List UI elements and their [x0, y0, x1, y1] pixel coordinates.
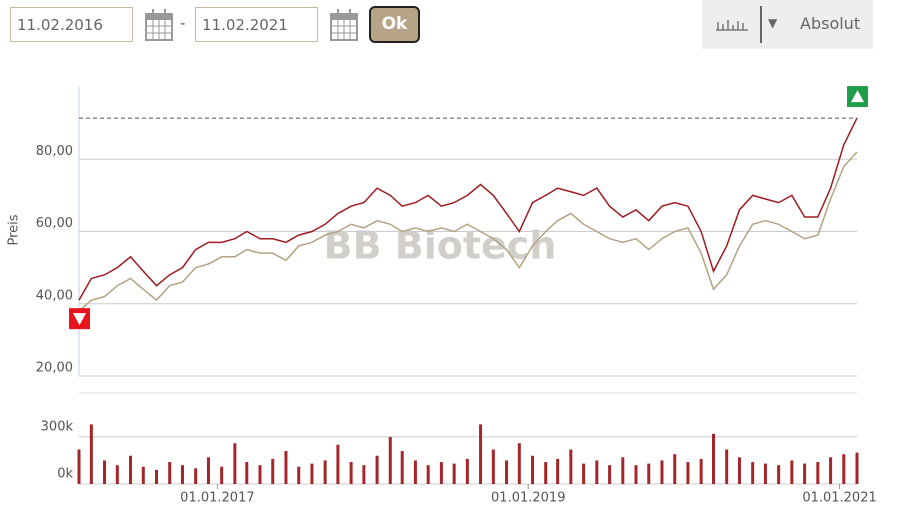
volume-bar	[711, 433, 715, 484]
volume-bar	[608, 465, 612, 484]
volume-bar	[777, 465, 781, 484]
volume-bar	[180, 465, 184, 484]
volume-bar	[271, 458, 275, 484]
volume-bar	[751, 462, 755, 484]
watermark: BB Biotech	[324, 224, 557, 268]
volume-bar	[220, 466, 224, 484]
volume-bar	[206, 457, 210, 484]
volume-bar	[595, 460, 599, 484]
volume-bar	[452, 463, 456, 484]
x-tick-label: 01.01.2021	[802, 491, 876, 506]
volume-bar	[544, 462, 548, 484]
date-from-input[interactable]: 11.02.2016	[10, 7, 133, 42]
volume-bar	[737, 457, 741, 484]
volume-bar	[103, 460, 107, 484]
volume-bar	[115, 465, 119, 484]
volume-bar	[465, 458, 469, 484]
separator: -	[180, 14, 186, 32]
volume-bar	[479, 424, 483, 484]
volume-bar	[362, 465, 366, 484]
date-to-input[interactable]: 11.02.2021	[195, 7, 318, 42]
volume-bar	[660, 460, 664, 484]
volume-bar	[141, 466, 145, 484]
volume-bar	[375, 455, 379, 484]
volume-bar	[233, 443, 237, 484]
volume-bar	[297, 466, 301, 484]
toolbar: ▼ Absolut	[702, 0, 873, 49]
volume-bar	[245, 462, 249, 484]
volume-bar	[284, 451, 288, 484]
volume-bar	[129, 455, 133, 484]
y-tick-label: 300k	[41, 419, 74, 434]
volume-bar	[621, 457, 625, 484]
y-tick-label: 80,00	[36, 144, 73, 159]
volume-bar	[829, 457, 833, 484]
volume-bar	[323, 460, 327, 484]
volume-bar	[531, 455, 535, 484]
volume-bar	[686, 462, 690, 484]
volume-bar	[803, 463, 807, 484]
volume-bar	[413, 460, 417, 484]
volume-bar	[310, 463, 314, 484]
divider	[760, 6, 762, 43]
ok-button[interactable]: Ok	[369, 6, 420, 43]
volume-bar	[763, 463, 767, 484]
volume-bar	[77, 449, 81, 484]
volume-bar	[400, 451, 404, 484]
volume-bar	[439, 462, 443, 484]
volume-bar	[194, 468, 198, 484]
volume-bar	[816, 462, 820, 484]
volume-bar	[336, 444, 340, 484]
y-tick-label: 40,00	[36, 288, 73, 303]
price-line	[78, 117, 858, 301]
volume-bar	[155, 469, 159, 484]
y-tick-label: 0k	[57, 467, 73, 482]
dropdown-arrow[interactable]: ▼	[768, 16, 778, 30]
volume-bar	[582, 463, 586, 484]
volume-bar	[89, 424, 93, 484]
volume-bar	[842, 454, 846, 484]
volume-bar	[349, 462, 353, 484]
x-tick-label: 01.01.2019	[491, 491, 565, 506]
y-tick-label: 20,00	[36, 361, 73, 376]
y-axis-label: Preis	[7, 214, 22, 245]
mode-select[interactable]: Absolut	[800, 14, 861, 33]
volume-bar	[505, 460, 509, 484]
volume-bar	[168, 462, 172, 484]
x-tick-label: 01.01.2017	[180, 491, 254, 506]
chart-type-icon[interactable]	[714, 14, 750, 34]
volume-bar	[426, 465, 430, 484]
volume-bar	[388, 436, 392, 484]
volume-bar	[699, 458, 703, 484]
volume-bar	[258, 465, 262, 484]
volume-bar	[790, 460, 794, 484]
max-marker-arrow	[851, 90, 864, 103]
price-line	[78, 151, 858, 312]
volume-bar	[673, 454, 677, 484]
calendar-icon[interactable]	[330, 8, 358, 42]
volume-bar	[556, 458, 560, 484]
volume-bar	[569, 449, 573, 484]
volume-bar	[647, 463, 651, 484]
volume-bar	[491, 449, 495, 484]
volume-bar	[517, 443, 521, 484]
volume-bar	[855, 452, 859, 484]
min-marker-arrow	[73, 313, 86, 326]
y-tick-label: 60,00	[36, 216, 73, 231]
volume-bar	[634, 465, 638, 484]
volume-bar	[725, 449, 729, 484]
calendar-icon[interactable]	[145, 8, 173, 42]
